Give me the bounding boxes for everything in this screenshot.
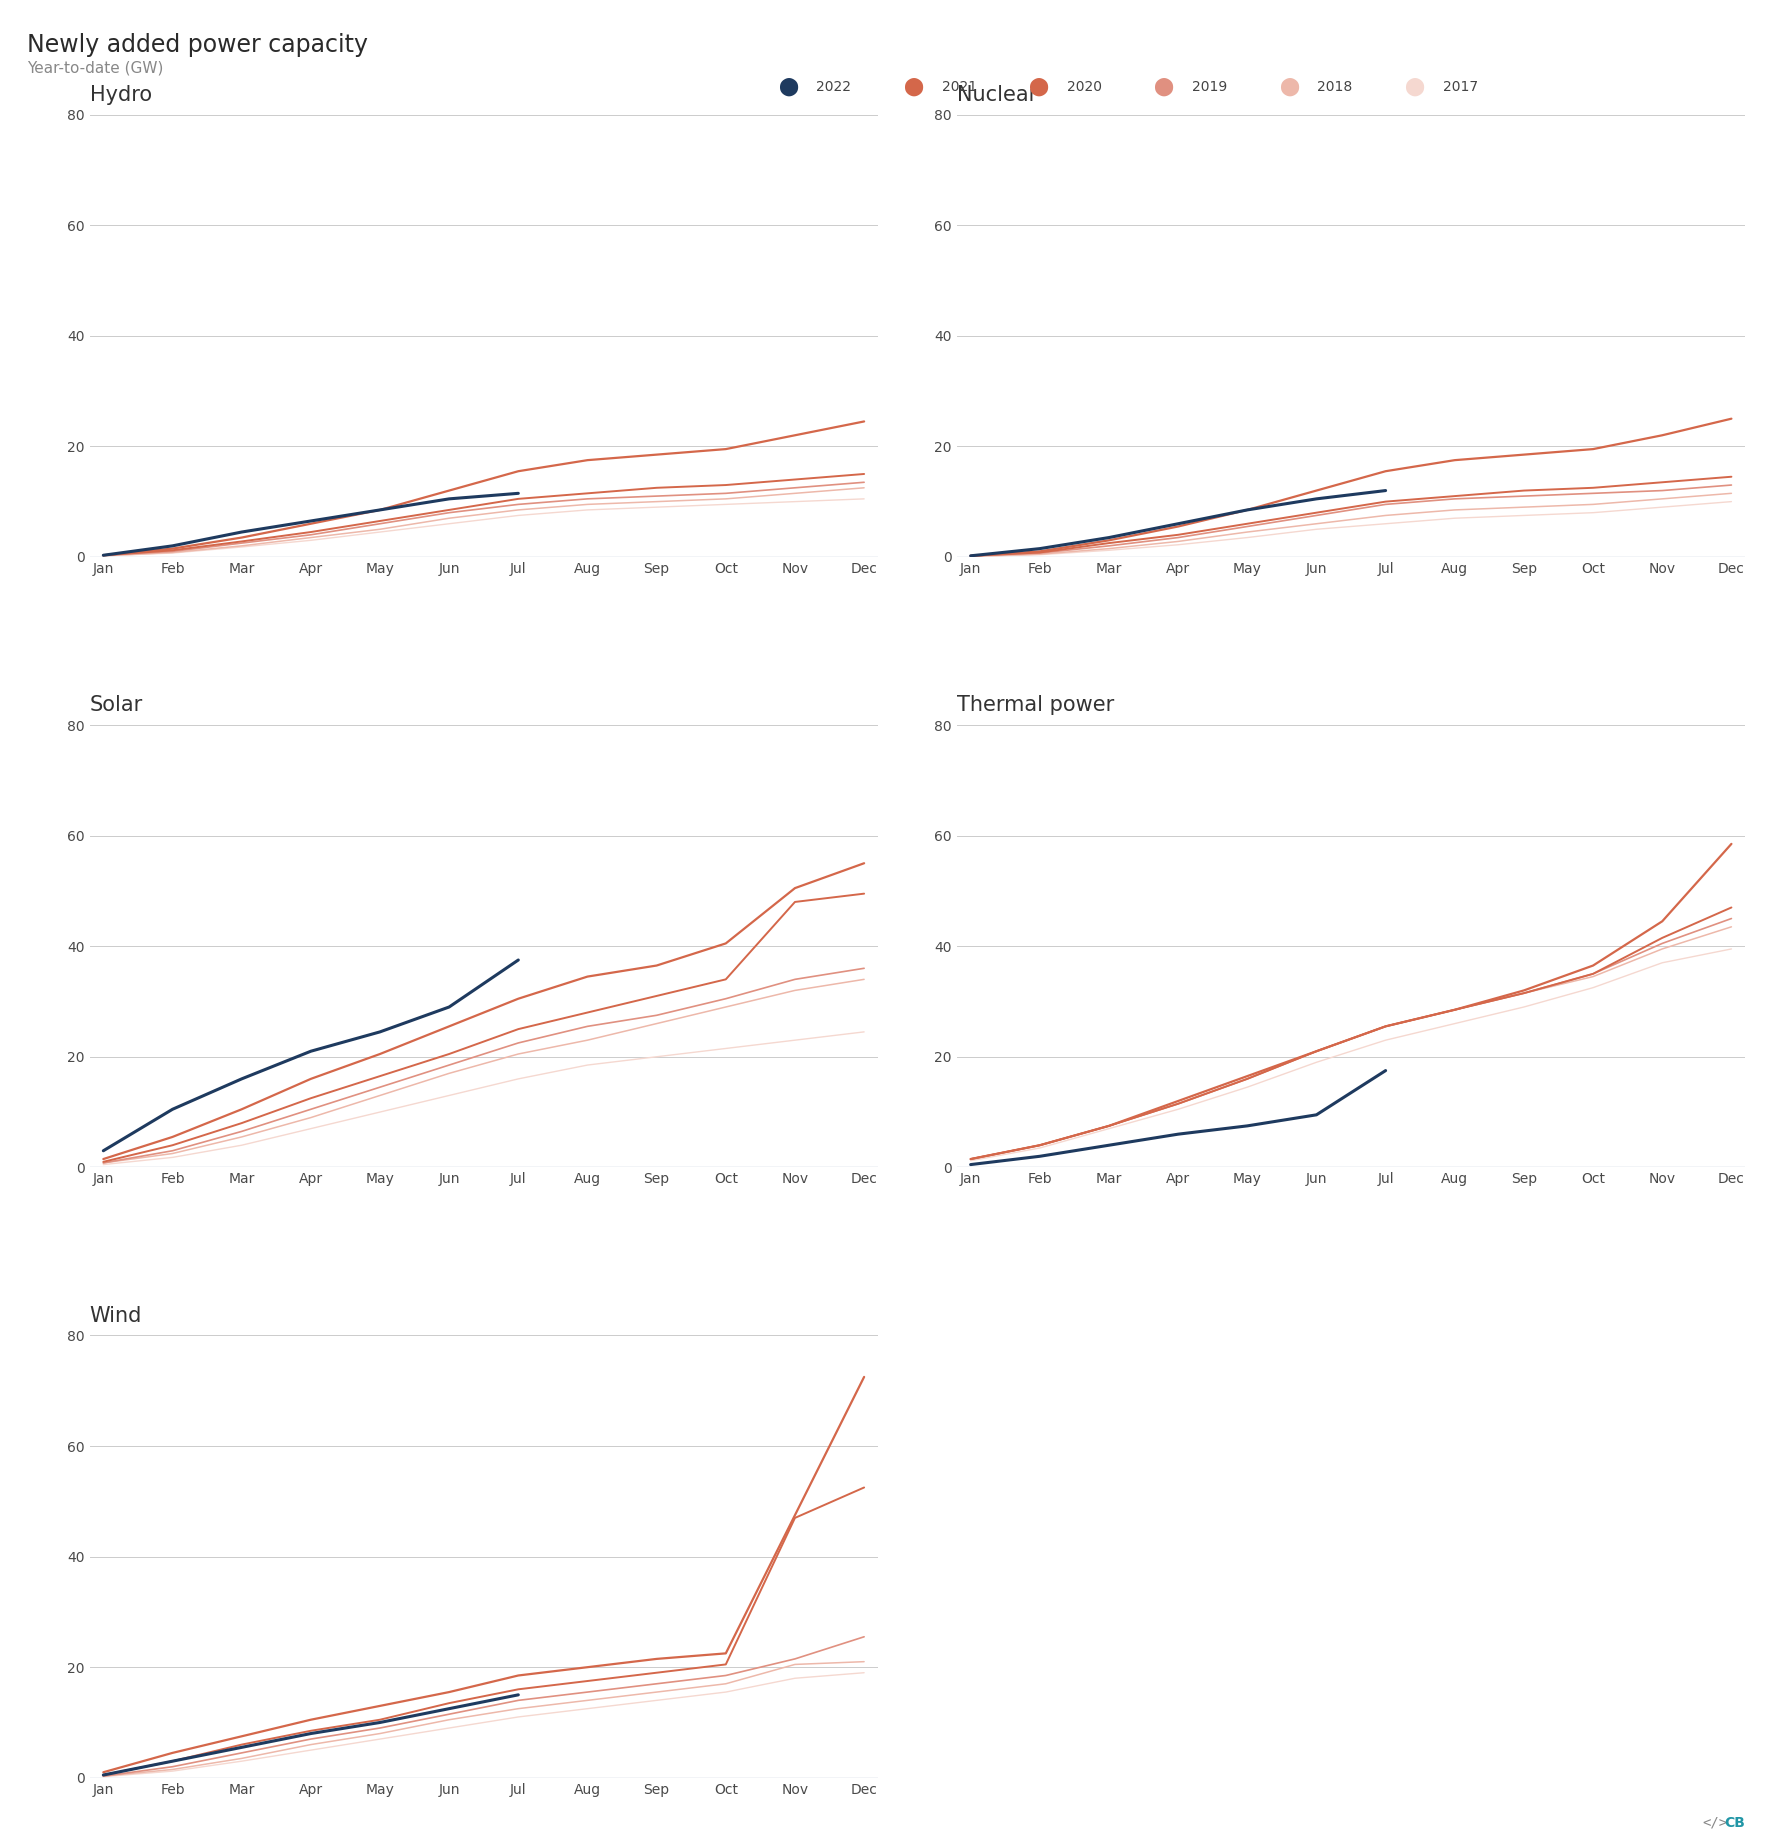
Text: 2021: 2021 — [941, 79, 977, 94]
Text: ⬤: ⬤ — [1027, 78, 1048, 96]
Text: Thermal power: Thermal power — [957, 695, 1113, 715]
Text: 2018: 2018 — [1317, 79, 1352, 94]
Text: </>: </> — [1701, 1815, 1726, 1830]
Text: Newly added power capacity: Newly added power capacity — [27, 33, 369, 57]
Text: ⬤: ⬤ — [1152, 78, 1174, 96]
Text: ⬤: ⬤ — [902, 78, 923, 96]
Text: ⬤: ⬤ — [1277, 78, 1299, 96]
Text: Hydro: Hydro — [89, 85, 152, 105]
Text: Solar: Solar — [89, 695, 143, 715]
Text: 2022: 2022 — [816, 79, 852, 94]
Text: ⬤: ⬤ — [776, 78, 798, 96]
Text: Wind: Wind — [89, 1305, 141, 1325]
Text: 2019: 2019 — [1191, 79, 1227, 94]
Text: CB: CB — [1723, 1815, 1744, 1830]
Text: Year-to-date (GW): Year-to-date (GW) — [27, 61, 163, 76]
Text: ⬤: ⬤ — [1403, 78, 1424, 96]
Text: 2020: 2020 — [1066, 79, 1102, 94]
Text: Nuclear: Nuclear — [957, 85, 1036, 105]
Text: 2017: 2017 — [1442, 79, 1478, 94]
